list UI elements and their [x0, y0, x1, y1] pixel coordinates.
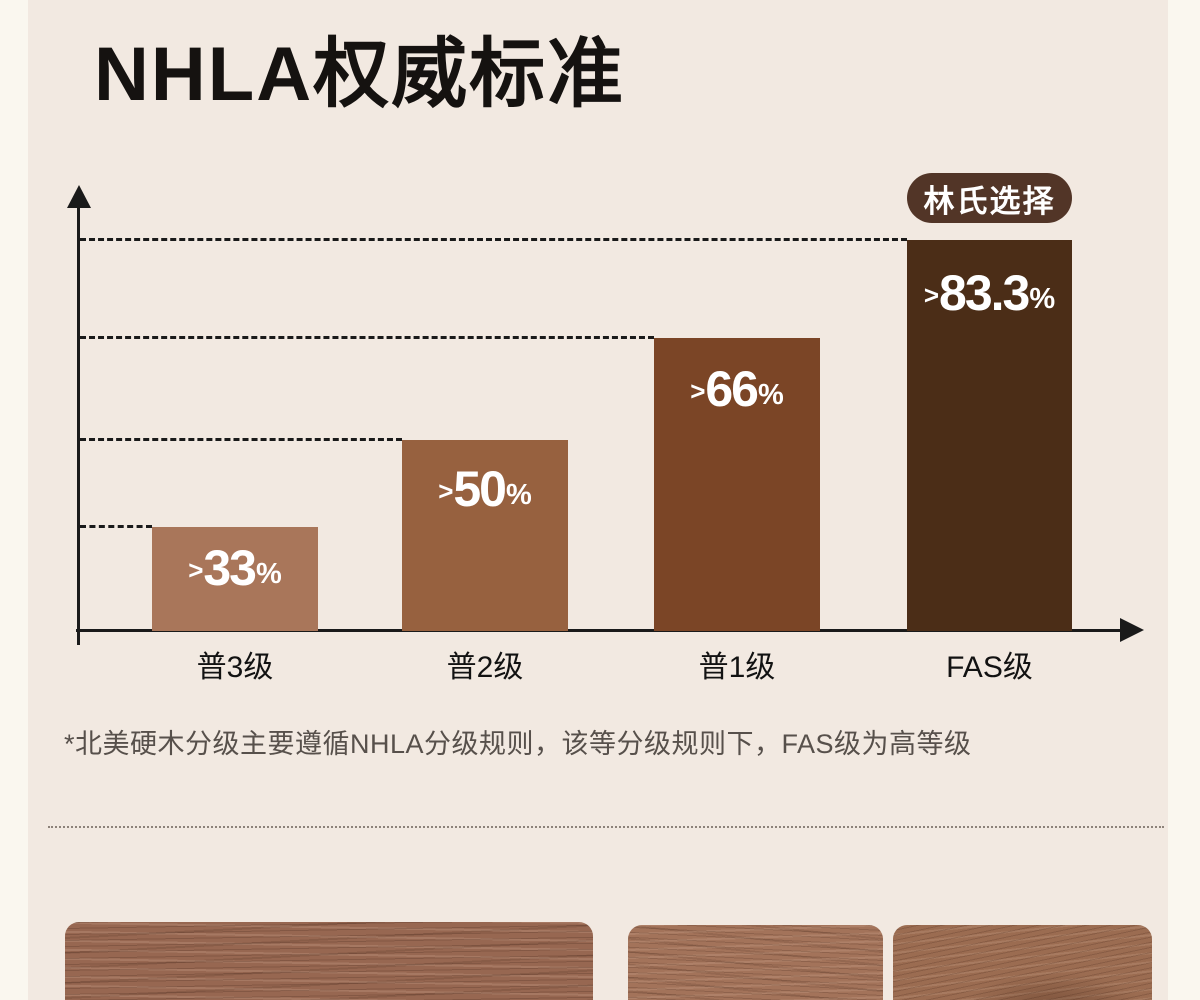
x-axis-line	[76, 629, 1122, 632]
wood-texture-sample-1	[65, 922, 593, 1000]
x-axis-label-fas: FAS级	[946, 651, 1033, 684]
page-title: NHLA权威标准	[94, 32, 626, 117]
bar-value-label: >50%	[438, 461, 532, 517]
x-axis-label-grade1: 普1级	[698, 651, 776, 684]
bar-value-label: >33%	[188, 540, 282, 596]
wood-texture-sample-2	[628, 925, 883, 1000]
bar-value-label: >83.3%	[923, 265, 1056, 321]
x-axis-label-grade2: 普2级	[446, 651, 524, 684]
bar-grade-fas: >83.3%	[907, 240, 1072, 631]
guide-dashed-line-grade1	[80, 336, 654, 339]
bar-grade-3-common: >33%	[152, 527, 318, 631]
x-axis-label-grade3: 普3级	[196, 651, 274, 684]
guide-dashed-line-grade2	[80, 438, 402, 441]
footnote-text: *北美硬木分级主要遵循NHLA分级规则，该等分级规则下，FAS级为高等级	[64, 729, 972, 759]
bar-grade-2-common: >50%	[402, 440, 568, 631]
guide-dashed-line-fas	[80, 238, 907, 241]
wood-texture-sample-3	[893, 925, 1152, 1000]
y-axis-line	[77, 204, 80, 645]
brand-choice-badge: 林氏选择	[907, 173, 1072, 223]
x-axis-arrow-icon	[1120, 618, 1144, 642]
guide-dashed-line-grade3	[80, 525, 152, 528]
dotted-divider	[48, 826, 1164, 828]
bar-value-label: >66%	[690, 361, 784, 417]
y-axis-arrow-icon	[67, 185, 91, 208]
bar-grade-1-common: >66%	[654, 338, 820, 631]
